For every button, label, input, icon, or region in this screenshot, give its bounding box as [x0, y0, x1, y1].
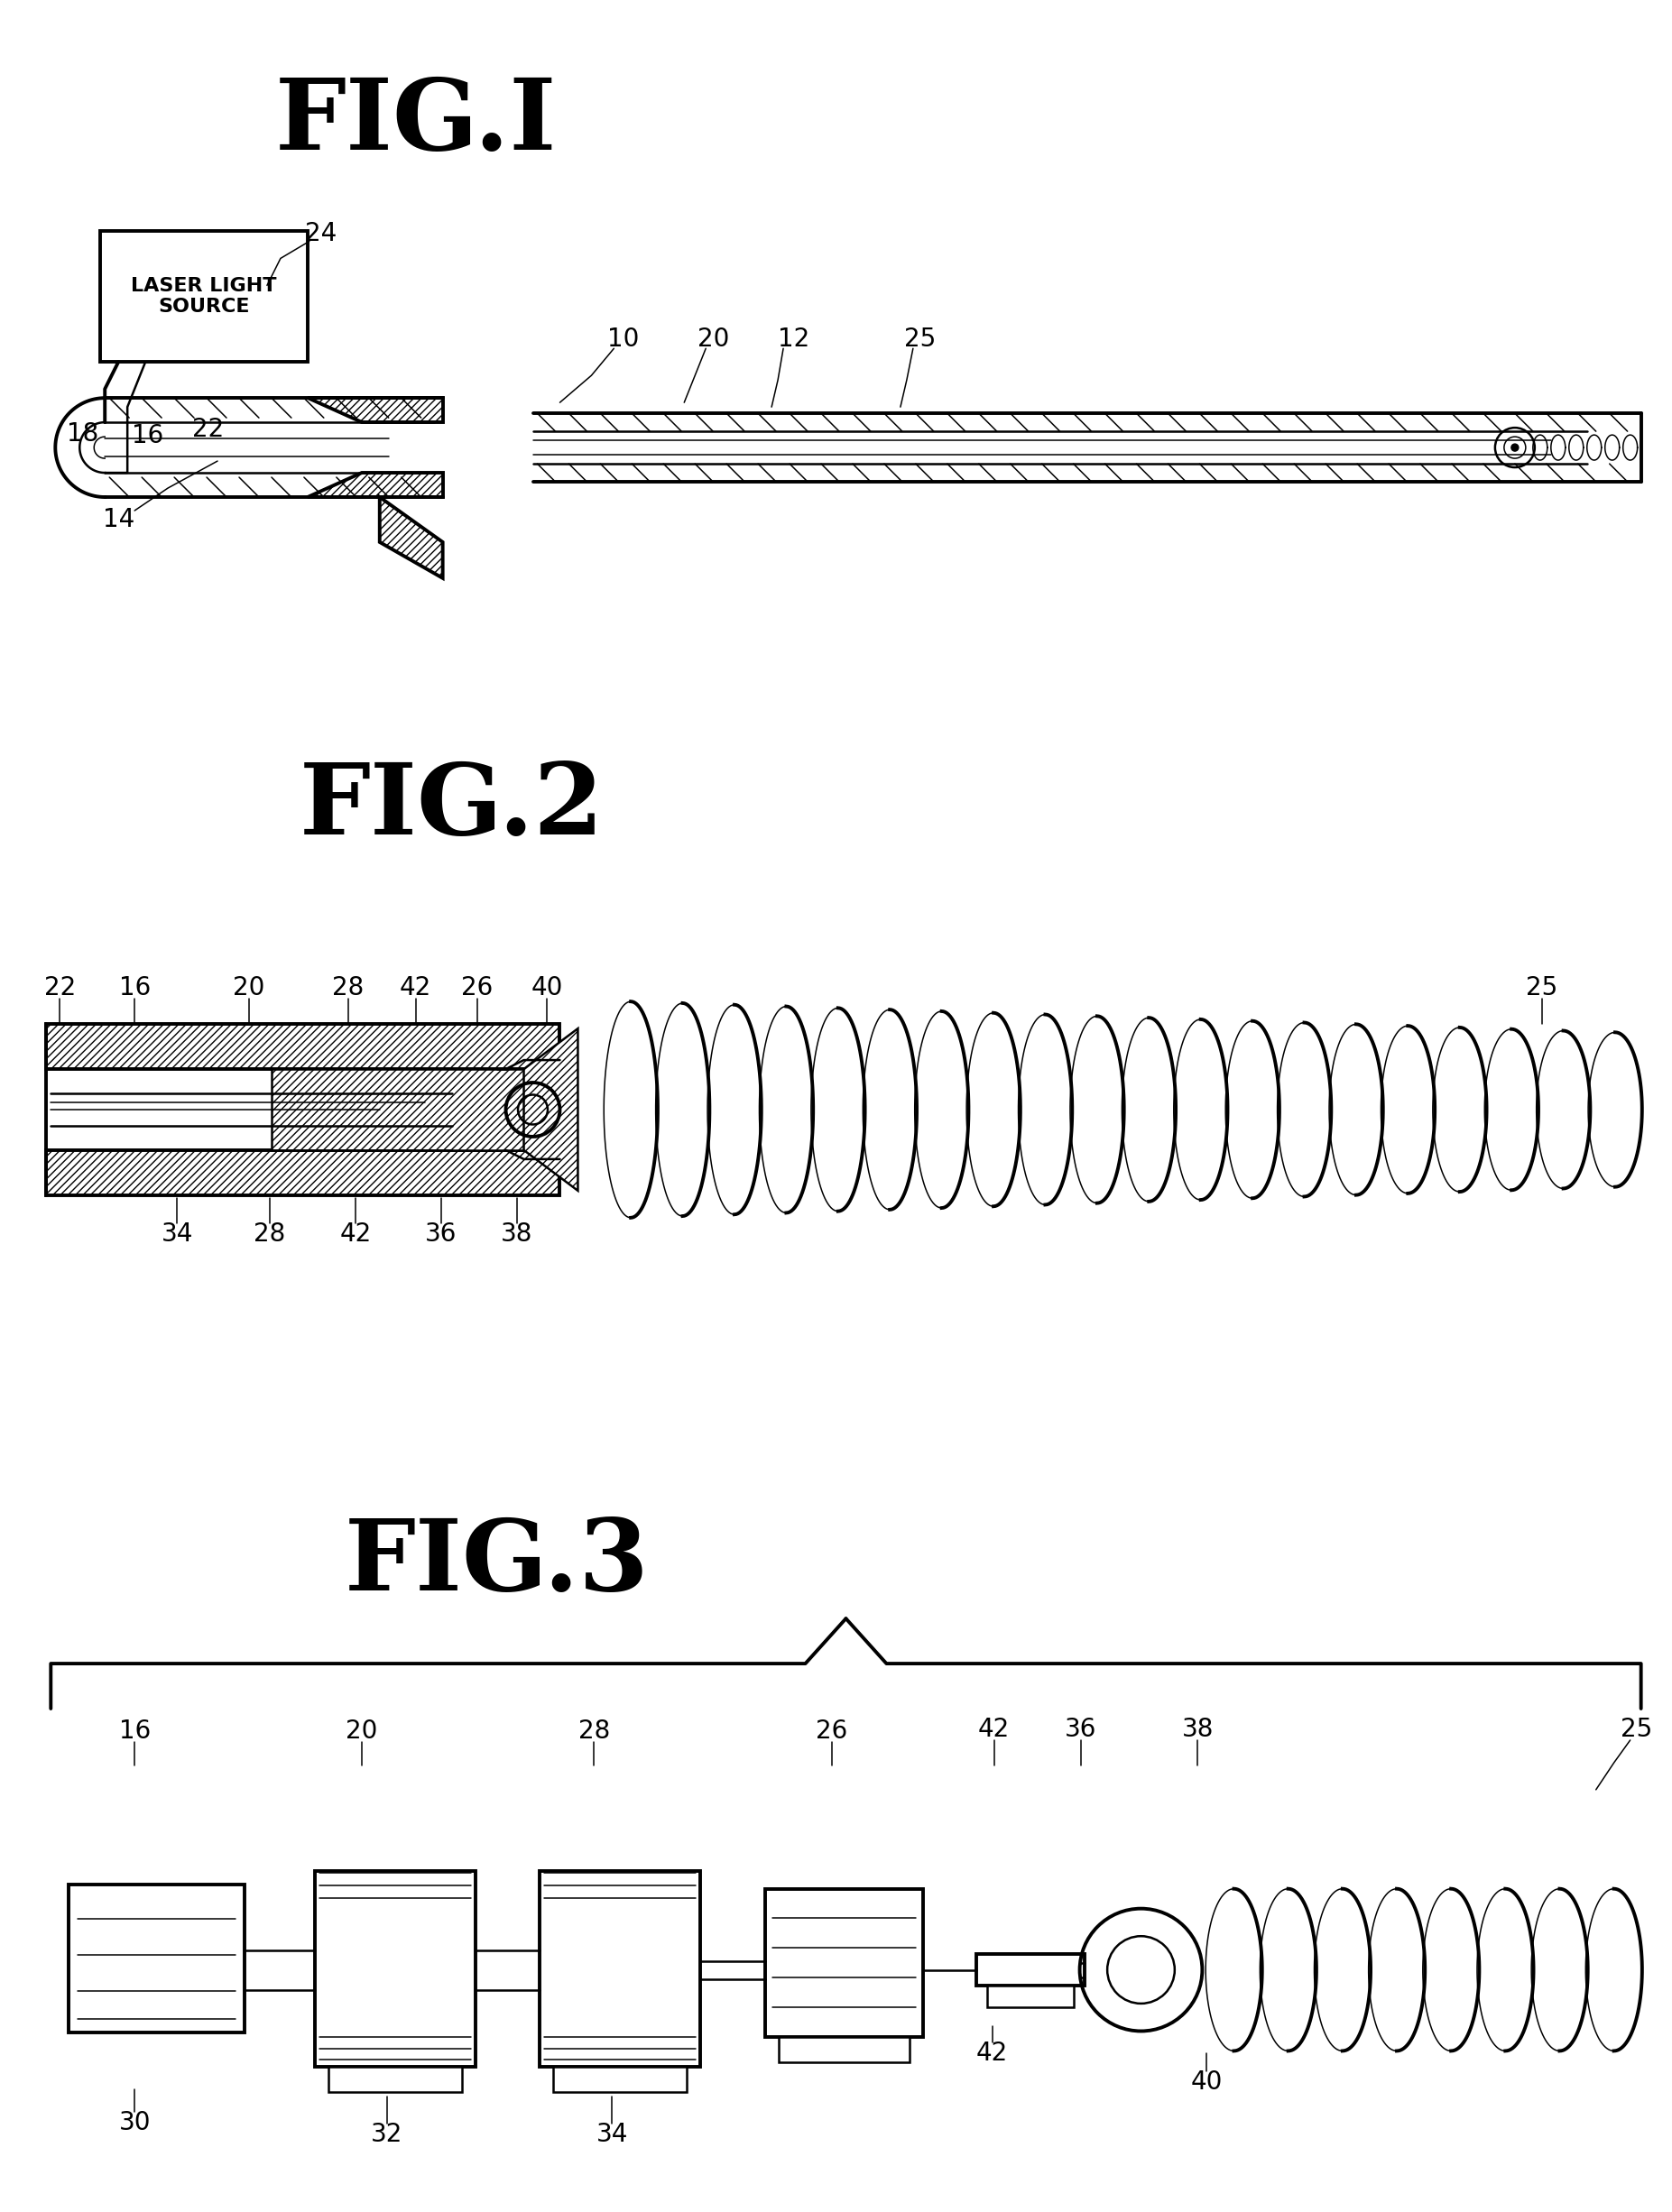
- Text: 42: 42: [400, 975, 431, 1000]
- Text: 28: 28: [254, 1221, 286, 1248]
- Polygon shape: [308, 473, 443, 498]
- Text: 20: 20: [697, 327, 729, 352]
- Text: 34: 34: [161, 1221, 192, 1248]
- Text: 34: 34: [597, 2121, 629, 2148]
- Text: 16: 16: [119, 1719, 150, 1743]
- Bar: [328, 2068, 461, 2093]
- Text: 25: 25: [1620, 1717, 1652, 1743]
- Text: 40: 40: [532, 975, 563, 1000]
- Bar: [779, 2037, 910, 2062]
- Text: 24: 24: [306, 221, 338, 248]
- Bar: [47, 1024, 560, 1068]
- Text: 28: 28: [333, 975, 364, 1000]
- Text: 30: 30: [119, 2110, 150, 2135]
- Text: 16: 16: [132, 422, 164, 449]
- Text: FIG.2: FIG.2: [299, 759, 604, 854]
- Polygon shape: [308, 398, 443, 422]
- Text: 12: 12: [777, 327, 809, 352]
- Circle shape: [1511, 445, 1518, 451]
- Bar: [47, 1150, 560, 1194]
- Text: 18: 18: [67, 422, 99, 447]
- Bar: [976, 1953, 1083, 1984]
- Text: 42: 42: [978, 1717, 1010, 1743]
- Bar: [766, 1889, 923, 2037]
- Bar: [540, 1871, 701, 2068]
- Text: 22: 22: [192, 416, 224, 442]
- Bar: [100, 232, 308, 363]
- Bar: [271, 1068, 523, 1150]
- Text: 36: 36: [425, 1221, 456, 1248]
- Bar: [986, 1984, 1073, 2008]
- Text: 32: 32: [371, 2121, 403, 2148]
- Text: 42: 42: [976, 2042, 1008, 2066]
- Text: 20: 20: [346, 1719, 378, 1743]
- Text: 28: 28: [579, 1719, 610, 1743]
- Text: 38: 38: [500, 1221, 533, 1248]
- Bar: [69, 1885, 244, 2033]
- Text: 38: 38: [1182, 1717, 1214, 1743]
- Text: 20: 20: [232, 975, 264, 1000]
- Bar: [553, 2068, 687, 2093]
- Text: 26: 26: [461, 975, 493, 1000]
- Text: 40: 40: [1190, 2070, 1222, 2095]
- Polygon shape: [380, 498, 443, 577]
- Polygon shape: [523, 1029, 579, 1190]
- Text: FIG.I: FIG.I: [274, 73, 557, 170]
- Text: 14: 14: [102, 507, 134, 533]
- Text: 42: 42: [339, 1221, 371, 1248]
- Text: 10: 10: [607, 327, 639, 352]
- Text: 22: 22: [43, 975, 75, 1000]
- Text: 26: 26: [816, 1719, 848, 1743]
- Bar: [314, 1871, 475, 2068]
- Text: 25: 25: [905, 327, 936, 352]
- Text: FIG.3: FIG.3: [344, 1515, 649, 1613]
- Text: 36: 36: [1065, 1717, 1097, 1743]
- Text: LASER LIGHT
SOURCE: LASER LIGHT SOURCE: [130, 276, 278, 316]
- Text: 25: 25: [1527, 975, 1558, 1000]
- Text: 16: 16: [119, 975, 150, 1000]
